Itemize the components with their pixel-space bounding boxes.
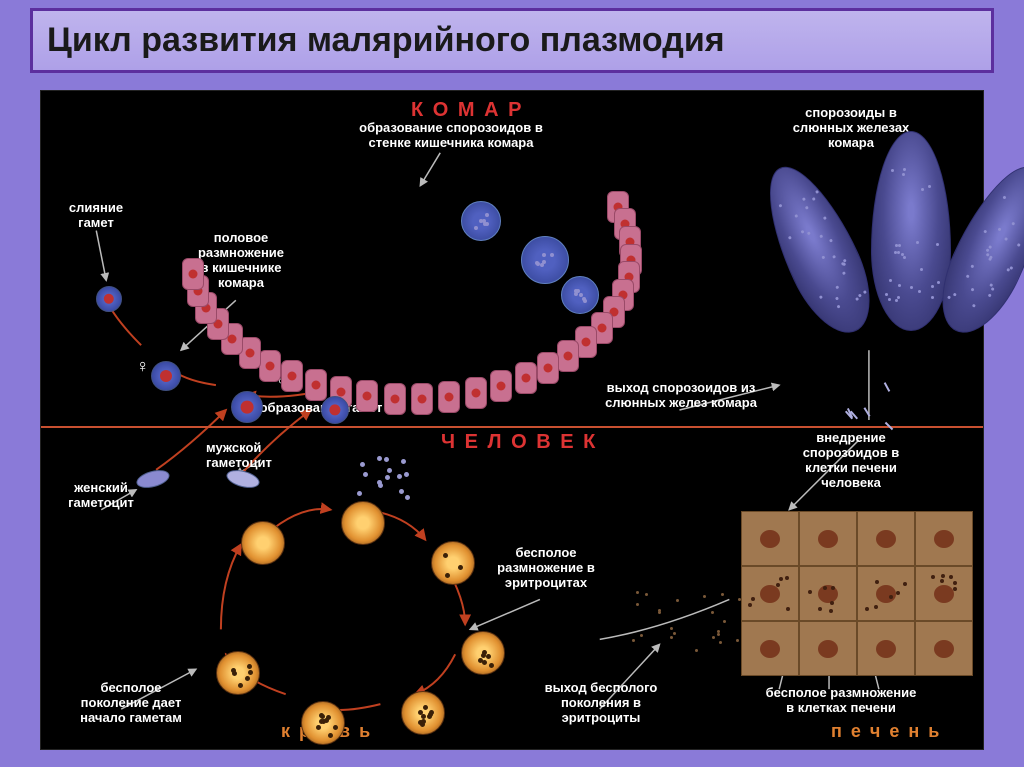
female-symbol: ♀ xyxy=(136,356,150,377)
lbl-male-gcyte: мужской гаметоцит xyxy=(206,441,316,471)
liver-cell xyxy=(799,566,857,621)
liver-cell xyxy=(741,621,799,676)
liver-cell xyxy=(857,566,915,621)
section-human: Ч Е Л О В Е К xyxy=(441,431,597,454)
erythrocyte xyxy=(301,701,345,745)
liver-cell xyxy=(915,566,973,621)
liver-cell xyxy=(915,511,973,566)
oocyst xyxy=(561,276,599,314)
gut-wall-segment xyxy=(490,370,512,402)
section-mosquito: К О М А Р xyxy=(411,99,523,122)
gamete xyxy=(231,391,263,423)
lbl-sporozoid-enter: внедрение спорозоидов в клетки печени че… xyxy=(761,431,941,491)
erythrocyte xyxy=(241,521,285,565)
erythrocyte xyxy=(431,541,475,585)
liver-cell xyxy=(741,566,799,621)
gut-wall-segment xyxy=(515,362,537,394)
lbl-asex-liver: бесполое размножение в клетках печени xyxy=(731,686,951,716)
erythrocyte xyxy=(461,631,505,675)
gut-wall-segment xyxy=(411,383,433,415)
oocyst xyxy=(461,201,501,241)
lifecycle-diagram: К О М А Р Ч Е Л О В Е К к р о в ь п е ч … xyxy=(40,90,984,750)
liver-cell xyxy=(857,621,915,676)
gut-wall-segment xyxy=(281,360,303,392)
gut-wall-segment xyxy=(356,380,378,412)
merozoite-spray xyxy=(631,591,741,651)
gut-wall-segment xyxy=(465,377,487,409)
erythrocyte xyxy=(341,501,385,545)
gut-wall-segment xyxy=(537,352,559,384)
gut-wall-segment xyxy=(182,258,204,290)
title-banner: Цикл развития малярийного плазмодия xyxy=(30,8,994,73)
liver-cell xyxy=(799,511,857,566)
lbl-asex-eryth: бесполое размножение в эритроцитах xyxy=(471,546,621,591)
liver-cell xyxy=(741,511,799,566)
gamete xyxy=(96,286,122,312)
liver-cell xyxy=(799,621,857,676)
gut-wall-segment xyxy=(305,369,327,401)
lbl-gamete-fusion: слияние гамет xyxy=(51,201,141,231)
liver-cell xyxy=(857,511,915,566)
host-divider xyxy=(41,426,983,428)
sporozoite xyxy=(883,382,890,392)
schizont-burst xyxy=(356,456,406,496)
sporozoite xyxy=(864,407,871,417)
section-liver: п е ч е н ь xyxy=(831,721,941,742)
gut-wall-segment xyxy=(384,383,406,415)
lbl-sporozoid-wall: образование спорозоидов в стенке кишечни… xyxy=(321,121,581,151)
gut-wall-segment xyxy=(259,350,281,382)
liver-cell xyxy=(915,621,973,676)
oocyst xyxy=(521,236,569,284)
salivary-gland xyxy=(748,153,888,346)
salivary-gland xyxy=(871,131,951,331)
erythrocyte xyxy=(216,651,260,695)
lbl-sporozoid-exit: выход спорозоидов из слюнных желез комар… xyxy=(571,381,791,411)
lbl-asex-start: бесполое поколение дает начало гаметам xyxy=(51,681,211,726)
gut-wall-segment xyxy=(438,381,460,413)
erythrocyte xyxy=(401,691,445,735)
page-title: Цикл развития малярийного плазмодия xyxy=(47,21,977,60)
lbl-asex-exit: выход бесполого поколения в эритроциты xyxy=(511,681,691,726)
gamete xyxy=(151,361,181,391)
gut-wall-segment xyxy=(557,340,579,372)
gamete xyxy=(321,396,349,424)
